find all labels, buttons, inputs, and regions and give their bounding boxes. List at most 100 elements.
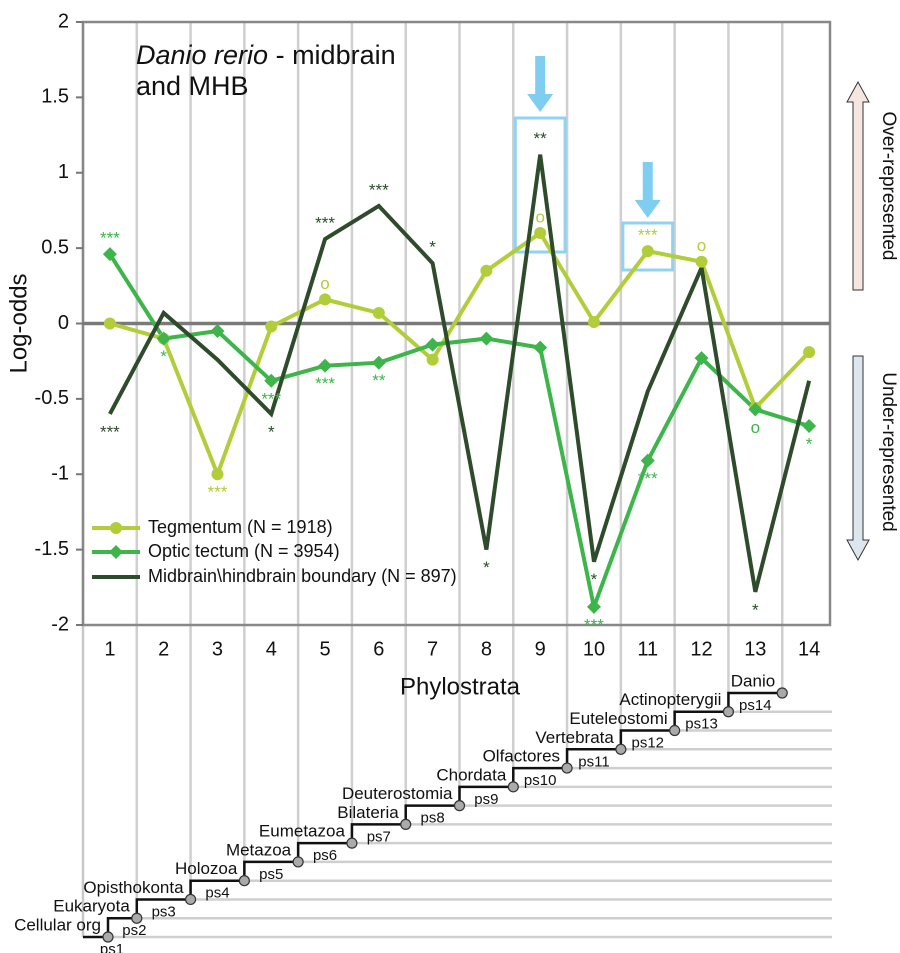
under-label: Under-represented [878,372,899,531]
node [561,762,573,774]
node [776,687,788,699]
node [238,875,250,887]
stratum-label: ps8 [421,810,445,827]
node [292,856,304,868]
point [371,355,386,370]
point [640,453,655,468]
significance-label: *** [208,483,228,502]
stratum-label: ps12 [631,734,664,751]
highlight-arrow [527,56,554,112]
x-tick-label: 1 [104,638,115,660]
significance-label: o [320,274,329,293]
y-tick-label: 0.5 [41,236,69,258]
node [102,931,114,943]
clade-label: Chordata [436,765,506,784]
point [694,351,709,366]
x-tick-label: 5 [319,638,330,660]
series-line [108,154,812,593]
x-tick-label: 4 [266,638,277,660]
y-tick-label: -1 [51,463,69,485]
significance-label: *** [315,214,335,233]
clade-label: Eumetazoa [259,822,346,841]
significance-label: *** [100,229,120,248]
node [615,743,627,755]
node [346,837,358,849]
significance-label: * [429,238,436,257]
stratum-label: ps14 [739,697,772,714]
y-tick-label: -0.5 [35,387,69,409]
significance-label: *** [584,615,604,634]
point [210,324,225,339]
point [586,599,601,614]
title-species: Danio rerio [136,40,269,70]
point [695,255,708,268]
legend-label: Optic tectum (N = 3954) [148,541,340,561]
significance-label: ** [534,129,548,148]
significance-label: *** [100,422,120,441]
node [400,818,412,830]
y-tick-label: -1.5 [35,538,69,560]
significance-label: *** [315,374,335,393]
under-arrow [846,355,870,562]
significance-label: * [806,434,813,453]
significance-label: o [697,236,706,255]
point [425,337,440,352]
series-line [109,230,811,480]
y-axis-title: Log-odds [5,273,32,373]
stratum-label: ps7 [367,828,391,845]
stratum-label: ps5 [259,866,283,883]
x-tick-label: 7 [427,638,438,660]
node [722,706,735,718]
node [669,724,681,737]
point [587,315,600,328]
chart-title: Danio rerio - midbrain and MHB [136,40,436,102]
significance-label: o [535,208,544,227]
clade-label: Vertebrata [535,728,614,747]
node [131,912,143,924]
stratum-label: ps11 [578,753,609,770]
significance-label: *** [261,389,281,408]
stratum-label: ps4 [205,885,229,902]
point [480,264,493,277]
significance-label: ** [372,371,386,390]
clade-label: Euteleostomi [569,709,667,728]
x-tick-label: 2 [158,638,169,660]
point [803,346,816,359]
x-tick-label: 14 [798,638,820,660]
significance-label: *** [369,180,389,199]
y-tick-label: 1.5 [41,86,69,108]
y-tick-label: -2 [51,613,69,635]
series-line [108,253,810,615]
point [264,373,279,388]
legend-marker [110,522,122,534]
title-text: - midbrain and MHB [136,40,396,101]
x-tick-label: 8 [481,638,492,660]
y-tick-label: 0 [58,312,69,334]
significance-label: * [752,600,759,619]
x-tick-label: 10 [583,638,605,660]
y-tick-label: 1 [58,161,69,183]
x-tick-label: 11 [637,638,658,660]
point [319,293,332,306]
legend-label: Midbrain\hindbrain boundary (N = 897) [148,566,457,586]
point [426,353,439,366]
point [479,331,494,346]
significance-label: o [751,418,760,437]
point [211,468,224,481]
over-arrow [846,80,870,291]
phylogeny-staircase [83,691,783,939]
significance-label: * [160,347,167,366]
significance-label: * [483,558,490,577]
highlight-arrow [634,162,661,218]
node [453,800,466,812]
point [265,320,278,333]
clade-label: Eukaryota [53,897,130,916]
stratum-label: ps3 [152,903,176,920]
point [641,245,654,258]
significance-label: *** [638,226,658,245]
y-tick-label: 2 [58,10,69,32]
x-tick-label: 6 [373,638,384,660]
clade-label: Bilateria [337,803,399,822]
clade-label: Olfactores [483,747,560,766]
clade-label: Deuterostomia [342,784,453,803]
